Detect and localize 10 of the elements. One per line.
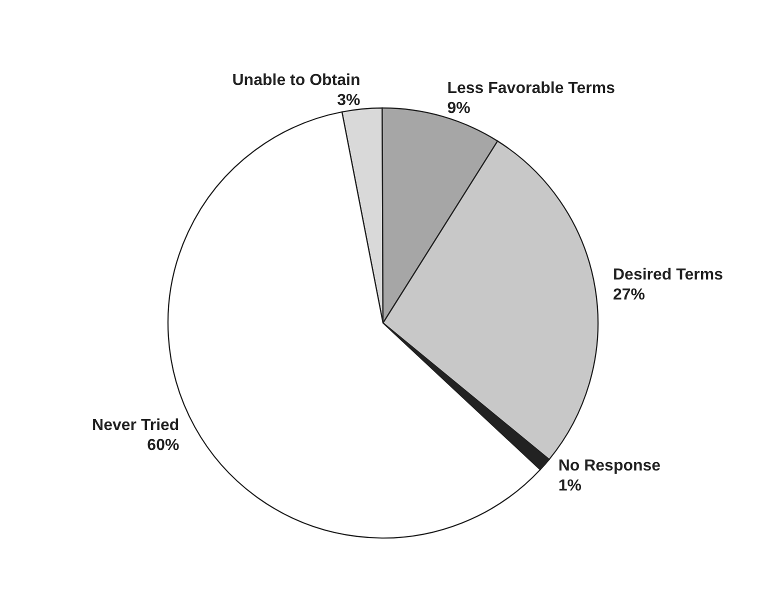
data-label: 9% — [447, 100, 470, 118]
data-label: 60% — [147, 436, 180, 454]
slice-label: Never Tried — [92, 416, 180, 434]
data-label: 3% — [337, 92, 360, 110]
slice-label: Unable to Obtain — [232, 72, 360, 90]
data-label: 27% — [613, 286, 646, 304]
slice-label: No Response — [558, 457, 661, 474]
slice-label: Desired Terms — [613, 266, 724, 284]
data-label: 1% — [558, 477, 582, 494]
slice-label: Less Favorable Terms — [447, 80, 616, 98]
